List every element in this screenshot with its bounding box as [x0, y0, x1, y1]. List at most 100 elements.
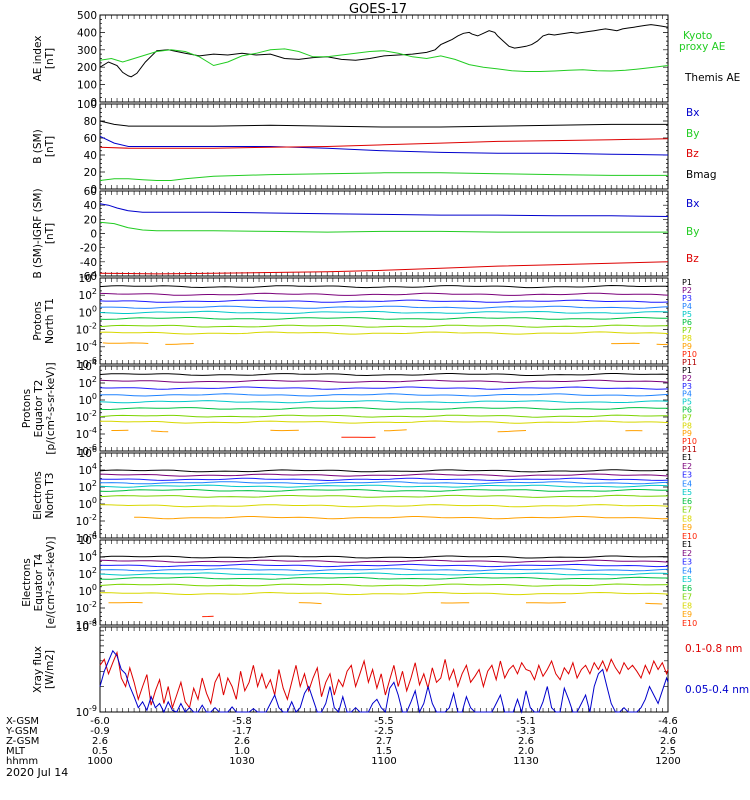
ee-legend-E6: E6 — [682, 584, 692, 593]
en-frame — [99, 452, 669, 539]
footer-cell-2-4: 1100 — [371, 756, 396, 767]
ae-series-Kyoto-proxy-AE — [99, 48, 669, 72]
pn-series-P1-seg-0 — [99, 284, 669, 289]
bdiff-legend: Bx By Bz — [686, 198, 699, 265]
ae-y-ticks — [100, 14, 668, 103]
footer-row-label-4: hhmm — [6, 756, 38, 767]
ee-x-ticks — [99, 540, 669, 625]
ee-series-E9-seg-1 — [298, 602, 322, 605]
ae-series-Themis-AE — [99, 24, 669, 78]
bsm-legend-Bz: Bz — [686, 148, 699, 160]
bdiff-legend-Bx: Bx — [686, 198, 699, 210]
pn-legend-P5: P5 — [682, 310, 692, 319]
xray-ylabel-line-1: [W/m2] — [44, 650, 56, 689]
bsm-legend-Bmag: Bmag — [686, 169, 717, 181]
en-legend-E7: E7 — [682, 506, 692, 515]
pe-ylabel-line-0: Protons — [21, 389, 33, 428]
pn-frame — [99, 277, 669, 365]
pn-legend-P11: P11 — [682, 358, 697, 367]
ae-ylabel-line-0: AE index — [32, 36, 44, 82]
bsm-legend: Bx By Bz Bmag — [686, 107, 717, 181]
footer-cell-0-0: -6.0 — [90, 716, 110, 727]
ee-series-E8-seg-0 — [99, 591, 669, 596]
pe-series-P5-seg-0 — [99, 400, 669, 404]
bdiff-ytick-2: -20 — [80, 243, 97, 255]
pe-legend-P9: P9 — [682, 429, 692, 438]
footer-cell-1-1: -1.7 — [232, 726, 252, 737]
ae-frame — [99, 14, 669, 103]
bdiff-legend-By: By — [686, 226, 699, 238]
ee-legend-E4: E4 — [682, 566, 692, 575]
ae-ytick-5: 500 — [77, 10, 97, 22]
footer-row-label-1: Y-GSM — [5, 726, 38, 737]
pe-legend-P4: P4 — [682, 390, 692, 399]
pe-legend-P10: P10 — [682, 437, 697, 446]
pe-legend-P8: P8 — [682, 421, 692, 430]
pn-legend-P4: P4 — [682, 302, 692, 311]
footer-cell-1-3: 1.0 — [234, 746, 250, 757]
footer-cell-4-0: -4.6 — [658, 716, 678, 727]
bdiff-series-Bx — [99, 203, 669, 217]
footer-orbit-table: X-GSMY-GSMZ-GSMMLThhmm-6.0-0.92.60.51000… — [5, 716, 681, 767]
pn-ylabel-line-0: Protons — [32, 301, 44, 340]
ee-legend-E5: E5 — [682, 575, 692, 584]
pe-ytick-4: 102 — [79, 375, 97, 390]
en-series-E2-seg-0 — [99, 473, 669, 477]
pn-legend-P2: P2 — [682, 286, 692, 295]
footer-cell-3-2: 2.6 — [518, 736, 534, 747]
en-ytick-1: 10-2 — [76, 513, 97, 528]
ee-ylabel-line-2: [e/(cm²-s-sr-keV)] — [45, 537, 57, 629]
xray-legend-short: 0.05-0.4 nm — [685, 684, 749, 696]
ae-legend-kyoto-line-0: Kyoto — [683, 30, 712, 42]
en-legend-E3: E3 — [682, 471, 692, 480]
bsm-ylabel-line-1: [nT] — [44, 136, 56, 157]
footer-cell-1-2: 2.6 — [234, 736, 250, 747]
en-legend-E1: E1 — [682, 453, 692, 462]
panel-bsm: 0 20 40 60 80 100 B (SM) [nT] Bx By Bz Bmag — [32, 99, 717, 196]
xray-y-ticks — [100, 630, 668, 687]
ae-x-ticks — [99, 15, 669, 102]
pe-x-ticks — [99, 366, 669, 451]
footer-cell-1-0: -5.8 — [232, 716, 252, 727]
ae-ylabel-line-1: [nT] — [44, 48, 56, 69]
en-series-E9-seg-0 — [134, 516, 669, 520]
ee-series-E2-seg-0 — [99, 559, 669, 563]
xray-series-0.1-0.8-nm — [99, 650, 669, 710]
footer-row-label-0: X-GSM — [6, 716, 39, 727]
pe-ytick-5: 104 — [79, 358, 97, 373]
pn-y-ticks — [100, 277, 668, 365]
footer-cell-2-0: -5.5 — [374, 716, 394, 727]
bsm-ytick-4: 80 — [84, 116, 97, 128]
bsm-series-Bx — [99, 135, 669, 156]
footer-cell-3-4: 1130 — [513, 756, 538, 767]
bdiff-ytick-6: 60 — [84, 186, 97, 198]
ae-ytick-0: 0 — [90, 97, 97, 109]
bdiff-ytick-4: 20 — [84, 214, 97, 226]
bsm-ytick-0: 0 — [90, 184, 97, 196]
pn-series-P9-seg-0 — [102, 342, 149, 344]
ee-series-E4-seg-0 — [99, 568, 669, 572]
ee-ytick-2: 100 — [79, 583, 97, 598]
pn-ytick-1: 10-4 — [76, 339, 97, 354]
ae-ytick-4: 400 — [77, 27, 97, 39]
pn-series-P7-seg-0 — [99, 324, 669, 328]
ee-series-E9-seg-3 — [525, 601, 566, 604]
ee-ytick-1: 10-2 — [76, 600, 97, 615]
bsm-ytick-3: 60 — [84, 133, 97, 145]
pn-legend-P7: P7 — [682, 326, 692, 335]
pe-legend-P1: P1 — [682, 366, 692, 375]
xray-ytick-0: 10-8 — [76, 619, 97, 634]
footer-cell-2-2: 2.7 — [376, 736, 392, 747]
xray-legend-long: 0.1-0.8 nm — [685, 643, 742, 655]
footer-cell-0-4: 1000 — [87, 756, 112, 767]
pe-ytick-2: 10-2 — [76, 409, 97, 424]
ee-series-E3-seg-0 — [99, 563, 669, 568]
ee-series-E9-seg-4 — [645, 602, 663, 605]
footer-cell-3-0: -5.1 — [516, 716, 536, 727]
pn-legend-P8: P8 — [682, 334, 692, 343]
pe-series-P6-seg-0 — [99, 407, 669, 411]
